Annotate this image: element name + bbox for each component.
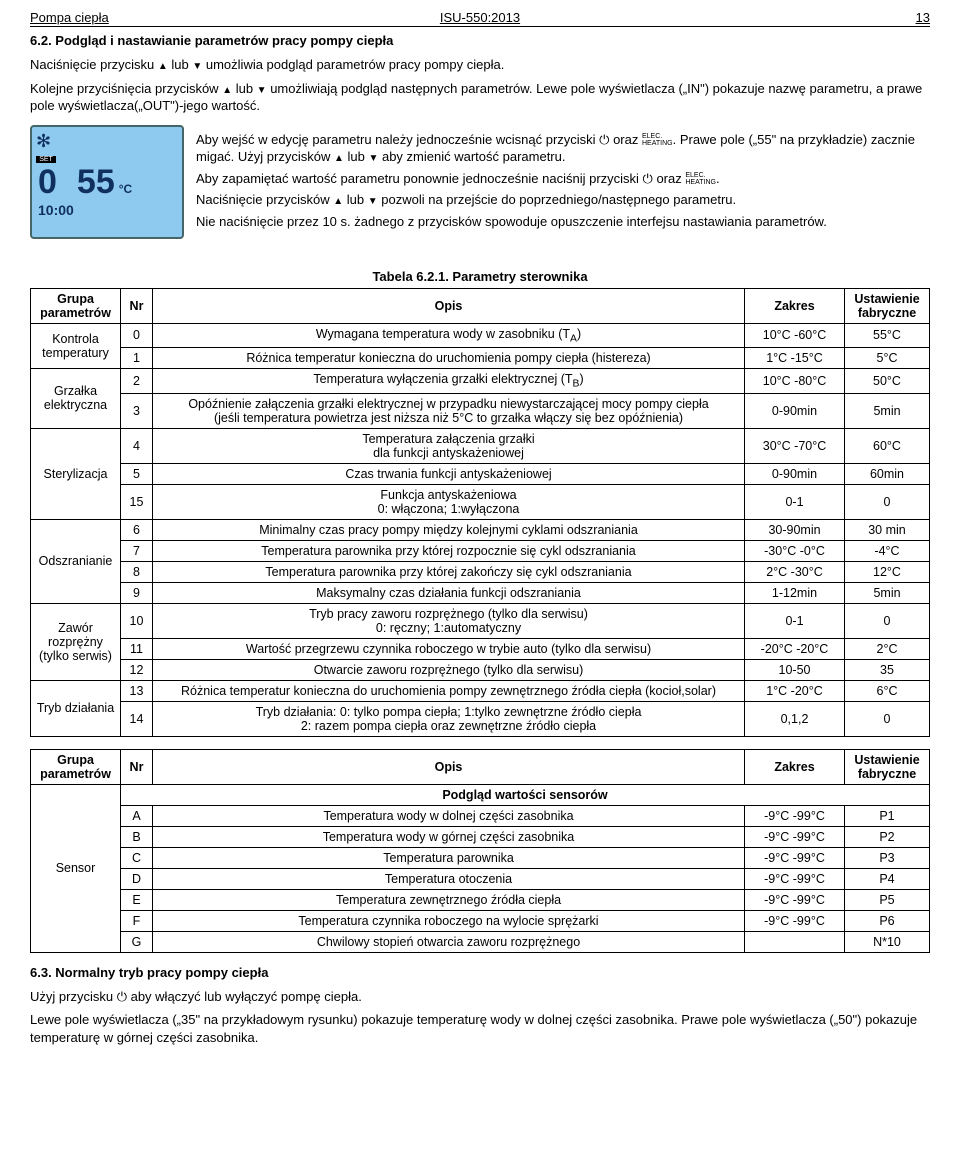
th-zakres: Zakres — [745, 288, 845, 323]
group-odszranianie: Odszranianie — [31, 519, 121, 603]
page-header: Pompa ciepła ISU-550:2013 13 — [30, 10, 930, 27]
display-unit: °C — [119, 182, 132, 196]
table-row: 14 Tryb działania: 0: tylko pompa ciepła… — [31, 701, 930, 736]
section-6-3-p1: Użyj przycisku aby włączyć lub wyłączyć … — [30, 988, 930, 1006]
table-row: Odszranianie 6 Minimalny czas pracy pomp… — [31, 519, 930, 540]
group-grzalka: Grzałka elektryczna — [31, 369, 121, 429]
controller-display-illustration: ✻ SET 0 55 °C 10:00 — [30, 125, 184, 239]
th-opis: Opis — [153, 288, 745, 323]
table-6-2-1-title: Tabela 6.2.1. Parametry sterownika — [30, 269, 930, 284]
section-6-3-title: 6.3. Normalny tryb pracy pompy ciepła — [30, 965, 930, 980]
table-header-row: Grupa parametrów Nr Opis Zakres Ustawien… — [31, 749, 930, 784]
header-right: 13 — [630, 10, 930, 25]
display-description-text: Aby wejść w edycję parametru należy jedn… — [196, 125, 930, 237]
section-6-2-title: 6.2. Podgląd i nastawianie parametrów pr… — [30, 33, 930, 48]
group-zawor: Zawór rozprężny (tylko serwis) — [31, 603, 121, 680]
th-nr: Nr — [121, 288, 153, 323]
table-section-row: Sensor Podgląd wartości sensorów — [31, 784, 930, 805]
group-tryb: Tryb działania — [31, 680, 121, 736]
group-sterylizacja: Sterylizacja — [31, 428, 121, 519]
table-row: BTemperatura wody w górnej części zasobn… — [31, 826, 930, 847]
th-group: Grupa parametrów — [31, 288, 121, 323]
power-icon — [643, 171, 653, 186]
up-icon — [333, 192, 343, 207]
power-icon — [117, 989, 127, 1004]
table-row: Zawór rozprężny (tylko serwis) 10 Tryb p… — [31, 603, 930, 638]
table-row: 12 Otwarcie zaworu rozprężnego (tylko dl… — [31, 659, 930, 680]
elec-heating-icon: ELEC.HEATING — [642, 133, 673, 147]
table-row: Sterylizacja 4 Temperatura załączenia gr… — [31, 428, 930, 463]
display-description-row: ✻ SET 0 55 °C 10:00 Aby wejść w edycję p… — [30, 125, 930, 239]
parameters-table: Grupa parametrów Nr Opis Zakres Ustawien… — [30, 288, 930, 737]
display-right-value: 55 — [77, 163, 115, 202]
table-header-row: Grupa parametrów Nr Opis Zakres Ustawien… — [31, 288, 930, 323]
down-icon — [192, 57, 202, 72]
th-ustawienie: Ustawienie fabryczne — [845, 288, 930, 323]
table-row: 5 Czas trwania funkcji antyskażeniowej 0… — [31, 463, 930, 484]
section-6-3-p2: Lewe pole wyświetlacza („35" na przykład… — [30, 1011, 930, 1046]
set-badge: SET — [36, 156, 56, 163]
down-icon — [257, 81, 267, 96]
up-icon — [222, 81, 232, 96]
header-center: ISU-550:2013 — [330, 10, 630, 25]
up-icon — [158, 57, 168, 72]
elec-heating-icon: ELEC.HEATING — [685, 172, 716, 186]
table-row: Grzałka elektryczna 2 Temperatura wyłącz… — [31, 369, 930, 394]
table-row: 9 Maksymalny czas działania funkcji odsz… — [31, 582, 930, 603]
display-clock: 10:00 — [32, 202, 182, 218]
table-row: ATemperatura wody w dolnej części zasobn… — [31, 805, 930, 826]
table-row: 7 Temperatura parownika przy której rozp… — [31, 540, 930, 561]
table-row: 8 Temperatura parownika przy której zako… — [31, 561, 930, 582]
table-row: 1 Różnica temperatur konieczna do urucho… — [31, 348, 930, 369]
table-row: Tryb działania 13 Różnica temperatur kon… — [31, 680, 930, 701]
sensors-table: Grupa parametrów Nr Opis Zakres Ustawien… — [30, 749, 930, 953]
table-row: CTemperatura parownika-9°C -99°CP3 — [31, 847, 930, 868]
up-icon — [334, 149, 344, 164]
fan-icon: ✻ — [36, 131, 51, 152]
table-row: DTemperatura otoczenia-9°C -99°CP4 — [31, 868, 930, 889]
table-row: 11 Wartość przegrzewu czynnika roboczego… — [31, 638, 930, 659]
section-6-2-p2: Kolejne przyciśnięcia przycisków lub umo… — [30, 80, 930, 115]
group-sensor: Sensor — [31, 784, 121, 952]
section-6-2-p1: Naciśnięcie przycisku lub umożliwia podg… — [30, 56, 930, 74]
table-row: 15 Funkcja antyskażeniowa 0: włączona; 1… — [31, 484, 930, 519]
table-row: GChwilowy stopień otwarcia zaworu rozprę… — [31, 931, 930, 952]
table-row: 3 Opóźnienie załączenia grzałki elektryc… — [31, 393, 930, 428]
group-kontrola: Kontrola temperatury — [31, 323, 121, 369]
table-row: ETemperatura zewnętrznego źródła ciepła-… — [31, 889, 930, 910]
header-left: Pompa ciepła — [30, 10, 330, 25]
display-left-value: 0 — [38, 163, 57, 202]
table-row: FTemperatura czynnika roboczego na wyloc… — [31, 910, 930, 931]
power-icon — [599, 132, 609, 147]
table-row: Kontrola temperatury 0 Wymagana temperat… — [31, 323, 930, 348]
down-icon — [368, 149, 378, 164]
down-icon — [368, 192, 378, 207]
